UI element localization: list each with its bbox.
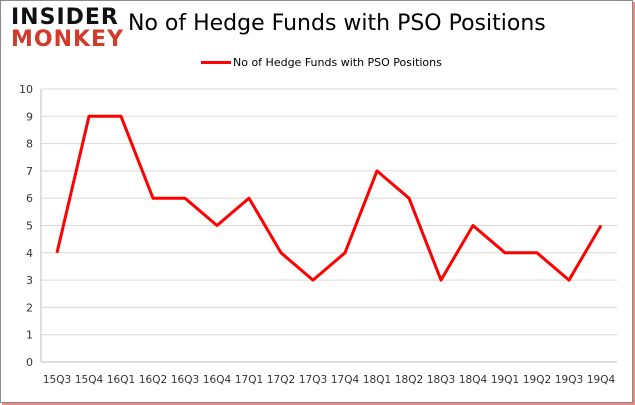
- x-tick-label: 19Q1: [491, 374, 519, 386]
- y-tick-label: 9: [26, 110, 33, 123]
- x-tick-label: 17Q4: [331, 374, 360, 386]
- x-tick-label: 19Q2: [523, 374, 551, 386]
- y-tick-label: 10: [19, 83, 33, 96]
- x-tick-label: 18Q1: [363, 374, 391, 386]
- x-tick-label: 18Q3: [427, 374, 455, 386]
- series-line: [55, 114, 603, 282]
- x-tick-label: 19Q3: [555, 374, 583, 386]
- y-tick-label: 8: [26, 138, 33, 151]
- logo-line1: INSIDER: [11, 5, 119, 30]
- y-tick-label: 3: [26, 274, 33, 287]
- logo-line2: MONKEY: [11, 27, 125, 52]
- legend: No of Hedge Funds with PSO Positions: [201, 56, 442, 69]
- x-tick-label: 16Q1: [107, 374, 135, 386]
- x-tick-label: 18Q4: [459, 374, 488, 386]
- x-tick-label: 15Q4: [75, 374, 104, 386]
- x-tick-label: 16Q2: [139, 374, 167, 386]
- y-tick-label: 5: [26, 220, 33, 233]
- y-tick-label: 7: [26, 165, 33, 178]
- x-tick-label: 15Q3: [43, 374, 71, 386]
- x-tick-label: 19Q4: [587, 374, 616, 386]
- legend-swatch: [201, 61, 231, 64]
- x-tick-label: 16Q3: [171, 374, 199, 386]
- legend-label: No of Hedge Funds with PSO Positions: [233, 56, 442, 69]
- y-tick-label: 4: [26, 247, 33, 260]
- y-tick-label: 0: [26, 356, 33, 369]
- y-tick-label: 2: [26, 301, 33, 314]
- x-tick-label: 17Q3: [299, 374, 327, 386]
- x-tick-label: 17Q2: [267, 374, 295, 386]
- x-tick-label: 16Q4: [203, 374, 232, 386]
- insider-monkey-logo: INSIDER MONKEY: [11, 7, 124, 51]
- y-tick-label: 6: [26, 192, 33, 205]
- y-tick-label: 1: [26, 329, 33, 342]
- x-tick-label: 17Q1: [235, 374, 263, 386]
- x-tick-label: 18Q2: [395, 374, 423, 386]
- chart-title: No of Hedge Funds with PSO Positions: [128, 11, 546, 36]
